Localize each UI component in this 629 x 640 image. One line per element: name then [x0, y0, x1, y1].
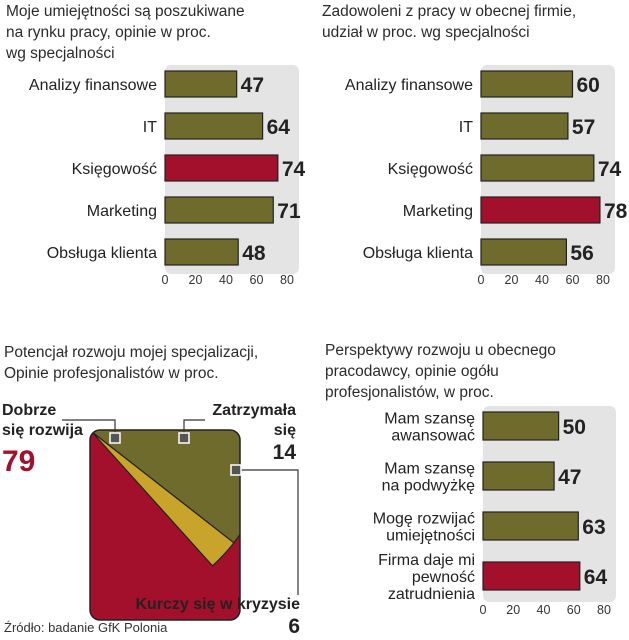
chart3-title: Potencjał rozwoju mojej specjalizacji, O… [4, 344, 259, 382]
tick-label: 80 [280, 273, 294, 287]
tick-label: 60 [250, 273, 264, 287]
slice-zatrzymala-sie [90, 430, 240, 544]
data-label: 78 [604, 200, 628, 223]
tick-label: 80 [596, 273, 610, 287]
category-label: Księgowość [72, 161, 157, 178]
tick-label: 20 [505, 273, 519, 287]
category-label: IT [459, 119, 473, 136]
chart2-bar-chart: 60 Analizy finansowe 57 IT 74 Księgowość 78 Mar… [345, 65, 628, 287]
chart1-bar-chart: 47 Analizy finansowe 64 IT 74 Księgowość 71 Mar… [29, 65, 305, 287]
category-label: pewność [412, 569, 475, 586]
slice-value: 6 [288, 615, 300, 638]
tick-label: 60 [566, 273, 580, 287]
tick-label: 0 [162, 273, 169, 287]
chart3-pie-chart: Dobrze się rozwija 79 Zatrzymała się 14 Kurczy… [2, 402, 300, 638]
data-label: 57 [572, 116, 595, 139]
category-label: Analizy finansowe [29, 77, 157, 94]
leader-line [183, 419, 205, 438]
tick-label: 0 [480, 603, 487, 617]
chart2-title: Zadowoleni z pracy w obecnej firmie, udz… [322, 3, 577, 41]
category-label: zatrudnienia [388, 586, 475, 603]
bar [164, 196, 274, 224]
source-note: Źródło: badanie GfK Polonia [4, 620, 168, 635]
slice-label: Dobrze [2, 402, 56, 419]
bar [482, 511, 579, 541]
slice-label: Kurczy się w kryzysie [135, 596, 300, 613]
bar [164, 112, 264, 140]
slice-kurczy-sie [91, 431, 235, 567]
bar [164, 70, 238, 98]
marker [109, 432, 121, 444]
data-label: 48 [242, 242, 266, 265]
data-label: 71 [277, 200, 301, 223]
category-label: Marketing [403, 203, 473, 220]
category-label: Analizy finansowe [345, 77, 473, 94]
bar [482, 461, 555, 491]
tick-label: 60 [567, 603, 581, 617]
category-label: Mam szansę [384, 411, 475, 428]
marker [230, 464, 242, 476]
category-label: Mam szansę [384, 461, 475, 478]
category-label: Obsługa klienta [47, 245, 157, 262]
category-label: Mogę rozwijać [373, 511, 475, 528]
category-label: Księgowość [388, 161, 473, 178]
data-label: 74 [598, 158, 622, 181]
data-label: 74 [282, 158, 305, 181]
category-label: umiejętności [386, 528, 475, 545]
bar [480, 112, 569, 140]
bar [480, 238, 568, 266]
leader-line [236, 469, 299, 595]
bar [482, 561, 581, 591]
tick-label: 40 [535, 273, 549, 287]
tick-label: 40 [537, 603, 551, 617]
bar [480, 154, 595, 182]
category-label: Obsługa klienta [363, 245, 473, 262]
category-label: Firma daje mi [378, 552, 475, 569]
tick-label: 40 [219, 273, 233, 287]
bar [480, 70, 574, 98]
leader-line [62, 419, 116, 438]
bar [164, 154, 279, 182]
pie-frame [89, 429, 241, 621]
tick-label: 20 [189, 273, 203, 287]
slice-label: się [274, 422, 296, 439]
bar [480, 196, 601, 224]
data-label: 64 [267, 116, 291, 139]
slice-label: się rozwija [2, 422, 83, 439]
data-label: 64 [584, 566, 608, 589]
data-label: 47 [241, 74, 264, 97]
category-label: na podwyżkę [382, 478, 475, 495]
tick-label: 80 [597, 603, 611, 617]
marker [178, 432, 190, 444]
plot-background [483, 406, 616, 602]
bar [482, 411, 560, 441]
bar [164, 238, 239, 266]
pie-slices [90, 430, 240, 620]
data-label: 56 [570, 242, 593, 265]
chart4-title: Perspektywy rozwoju u obecnego pracodawc… [325, 342, 556, 401]
slice-value: 14 [273, 441, 297, 464]
chart1-title: Moje umiejętności są poszukiwane na rynk… [6, 3, 245, 62]
tick-label: 0 [478, 273, 485, 287]
tick-label: 20 [506, 603, 520, 617]
slice-label: Zatrzymała [212, 402, 296, 419]
category-label: awansować [391, 428, 475, 445]
data-label: 63 [582, 516, 605, 539]
data-label: 47 [558, 466, 581, 489]
data-label: 60 [577, 74, 600, 97]
slice-value: 79 [2, 445, 35, 478]
category-label: IT [143, 119, 157, 136]
category-label: Marketing [87, 203, 157, 220]
data-label: 50 [563, 416, 586, 439]
